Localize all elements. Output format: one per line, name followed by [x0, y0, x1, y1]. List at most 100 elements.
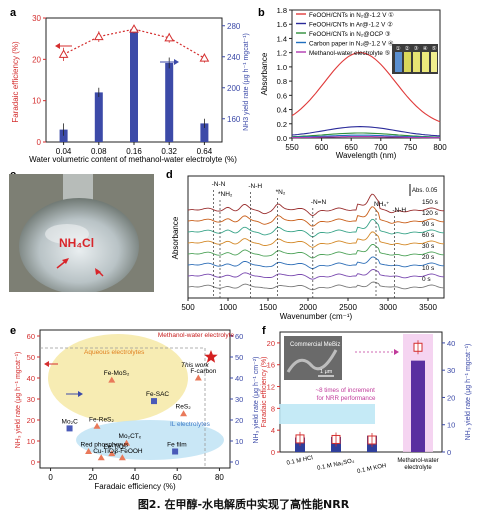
- panel-b: b 0.0 0.2 0.4 0.6 0.8 1.0 1.2 1.4 1.6 1.8 550 600 6…: [258, 6, 447, 160]
- panel-d-xlabel: Wavenumber (cm⁻¹): [280, 312, 353, 321]
- panel-e-point-triangle: [118, 454, 126, 461]
- panel-b-curve-3: [291, 132, 441, 138]
- panel-d-time-label: 20 s: [422, 254, 435, 261]
- panel-d-spectrum: [187, 281, 445, 291]
- panel-a-fe-point: [129, 24, 139, 33]
- panel-e-point-label: This work: [181, 362, 210, 369]
- panel-f-ytick-left-label: 16: [267, 361, 275, 370]
- panel-a-bar: [130, 29, 138, 142]
- panel-d-time-label: 90 s: [422, 221, 435, 228]
- panel-d-time-label: 60 s: [422, 232, 435, 239]
- panel-d-xtick-label: 1500: [259, 303, 277, 312]
- panel-b-vial-label: ④: [423, 46, 428, 52]
- panel-d-peak-label: NH₄⁺: [374, 201, 389, 208]
- panel-e-point-triangle: [108, 450, 116, 457]
- panel-f-annotation-line1: ~8 times of increment: [315, 387, 375, 394]
- panel-b-ytick-label: 0.0: [277, 134, 287, 143]
- panel-d-xtick-label: 2500: [339, 303, 357, 312]
- panel-e-point-label: Mo₂CTₓ: [119, 433, 142, 440]
- panel-c-photo-art: [9, 174, 154, 292]
- panel-a-bar: [94, 92, 103, 142]
- panel-b-ytick-label: 1.0: [277, 63, 287, 72]
- panel-e-ytick-left-label: 20: [27, 416, 35, 425]
- panel-f-ytick-right-label: 10: [447, 421, 455, 430]
- panel-b-curve-2: [291, 126, 441, 137]
- panel-b-vial-label: ②: [405, 45, 410, 52]
- panel-e-xtick-label: 80: [215, 473, 224, 482]
- panel-e-ytick-right-label: 60: [235, 332, 243, 341]
- panel-e-point-label: Fe-SAC: [146, 391, 169, 398]
- panel-b-ytick-label: 1.8: [277, 6, 287, 15]
- panel-b-xtick-label: 650: [345, 143, 359, 152]
- panel-b-ylabel: Absorbance: [260, 52, 269, 95]
- panel-a-bar: [200, 123, 209, 142]
- panel-e-aqueous-region: [48, 334, 188, 422]
- panel-b-xtick-label: 800: [433, 143, 447, 152]
- panel-e-point-label: ReS₂: [176, 404, 192, 411]
- panel-f-ytick-left-label: 8: [271, 404, 275, 413]
- panel-f-ytick-left-label: 4: [271, 426, 275, 435]
- panel-d-peak-label: -N-N: [212, 181, 226, 188]
- panel-e-ytick-left-label: 50: [27, 353, 35, 362]
- panel-e-ytick-left-label: 10: [27, 437, 35, 446]
- panel-e-point-triangle: [97, 454, 105, 461]
- panel-d-ylabel: Absorbance: [171, 216, 180, 259]
- panel-d-spectrum: [187, 206, 445, 227]
- panel-e-ylabel-left: NH₃ yield rate (μg h⁻¹ mgcat⁻¹): [15, 352, 22, 449]
- panel-b-xlabel: Wavelength (nm): [336, 151, 397, 160]
- panel-d-xtick-label: 500: [181, 303, 195, 312]
- panel-d: d 500 1000 1500 2000 2500 3000 3500 -N-N *NH₂ -N…: [166, 169, 445, 321]
- panel-f-ytick-left-label: 20: [267, 339, 275, 348]
- panel-d-xtick-label: 3000: [379, 303, 397, 312]
- panel-b-xtick-label: 550: [285, 143, 299, 152]
- panel-b-curve-1: [291, 52, 441, 123]
- panel-b-vial-label: ⑤: [432, 46, 437, 52]
- panel-b-vial-label: ①: [396, 46, 401, 52]
- panel-a-ytick-left-label: 30: [32, 14, 41, 23]
- panel-e-ytick-left-label: 30: [27, 395, 35, 404]
- panel-e-blue-arrowhead: [78, 391, 83, 397]
- panel-e-xlabel: Faradaic efficiency (%): [94, 482, 176, 491]
- panel-e-point-label: β-FeOOH: [114, 448, 143, 455]
- panel-d-spectrum: [187, 231, 445, 248]
- panel-a-ylabel-right: NH3 yield rate (μg h⁻¹ mgcat⁻¹): [243, 33, 250, 131]
- panel-a-xtick-label: 0.08: [91, 147, 107, 156]
- panel-b-xtick-label: 700: [374, 143, 388, 152]
- panel-f-ytick-right-label: 30: [447, 366, 455, 375]
- panel-e-point-label: Mo₂C: [62, 418, 79, 425]
- panel-a-ytick-right-label: 200: [227, 84, 241, 93]
- panel-a-xtick-label: 0.16: [126, 147, 142, 156]
- panel-e-point-label: F-carbon: [190, 368, 216, 375]
- panel-f-xcat-label: Methanol-water: [397, 458, 438, 464]
- panel-a-ytick-right-label: 280: [227, 22, 241, 31]
- panel-b-legend-label: FeOOH/CNTs in N₂@-1.2 V ①: [309, 12, 394, 19]
- panel-e-point-label: Fe-MoS₂: [104, 370, 130, 377]
- panel-a-xlabel: Water volumetric content of methanol-wat…: [29, 155, 237, 164]
- panel-d-xtick-label: 2000: [299, 303, 317, 312]
- panel-a-ytick-left-label: 0: [37, 138, 42, 147]
- panel-f-xcat-label: 0.1 M Na₂SO₄: [317, 458, 356, 472]
- panel-f-inset-label: Commercial MeBiz: [290, 342, 340, 348]
- panel-a-letter: a: [10, 7, 17, 19]
- panel-b-ytick-label: 1.6: [277, 20, 287, 29]
- panel-e-point-triangle: [123, 439, 131, 446]
- panel-f-xcat-label: 0.1 M HCl: [286, 455, 313, 466]
- panel-e-ytick-right-label: 30: [235, 395, 243, 404]
- panel-a: a 0 10 20 30 160 200 240 280 0.04 0.08 0.16 0.32 0…: [10, 7, 250, 164]
- panel-a-xtick-label: 0.32: [161, 147, 177, 156]
- panel-e-point-square: [66, 425, 73, 432]
- panel-e-ytick-left-label: 0: [31, 458, 35, 467]
- panel-e-ytick-left-label: 60: [27, 332, 35, 341]
- panel-f: f 0 4 8 12 16 20 0 10 20 30 40 0.1 M HCl 0.1 M Na₂…: [261, 325, 472, 475]
- panel-e-ytick-right-label: 50: [235, 353, 243, 362]
- panel-e-point-label: Red phosphorus: [81, 442, 129, 449]
- panel-e-point-triangle: [108, 376, 116, 383]
- panel-b-curve-4: [291, 134, 441, 139]
- panel-e-xtick-label: 0: [48, 473, 53, 482]
- panel-e-point-label: Fe-TiO₂: [104, 444, 127, 451]
- panel-b-ytick-label: 1.2: [277, 49, 287, 58]
- panel-a-ytick-right-label: 240: [227, 53, 241, 62]
- panel-d-spectrum: [187, 256, 445, 270]
- panel-f-yield-bar: [411, 360, 425, 452]
